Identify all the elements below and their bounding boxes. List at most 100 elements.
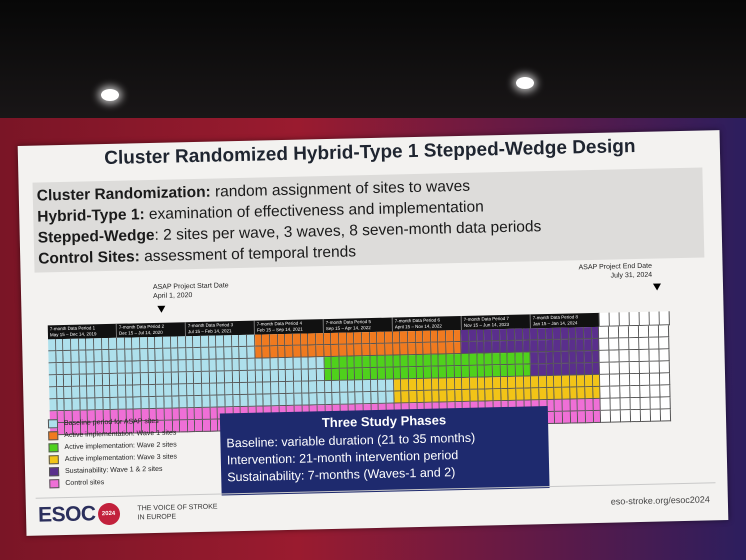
grid-cell — [640, 397, 651, 410]
grid-cell — [619, 362, 631, 375]
grid-cell — [610, 386, 621, 399]
grid-cell — [660, 385, 671, 398]
grid-cell — [630, 373, 641, 387]
grid-cell — [639, 337, 650, 350]
grid-cell — [619, 350, 630, 363]
grid-cell — [659, 349, 670, 362]
grid-cell — [599, 312, 610, 327]
legend-swatch — [48, 442, 59, 452]
grid-cell — [599, 362, 611, 375]
grid-cell — [610, 374, 621, 387]
grid-cell — [600, 386, 611, 399]
conference-url: eso-stroke.org/esoc2024 — [610, 494, 710, 507]
study-phases-box: Three Study Phases Baseline: variable du… — [219, 406, 550, 496]
grid-cell — [638, 325, 650, 338]
grid-cell — [599, 338, 610, 351]
grid-cell — [629, 325, 640, 339]
legend-label: Active implementation: Wave 1 sites — [64, 428, 177, 439]
grid-cell — [640, 409, 652, 422]
grid-cell — [601, 410, 612, 423]
legend-swatch — [48, 466, 60, 476]
grid-cell — [620, 374, 631, 387]
grid-cell — [659, 311, 670, 326]
ceiling-light — [101, 89, 119, 101]
tagline-line: THE VOICE OF STROKE — [137, 503, 218, 513]
grid-cell — [599, 350, 610, 363]
grid-cell — [630, 409, 642, 423]
tagline-line: IN EUROPE — [137, 513, 177, 522]
definition-term: Cluster Randomization: — [36, 183, 211, 205]
grid-cell — [650, 409, 662, 422]
grid-cell — [639, 361, 651, 374]
grid-cell — [609, 312, 620, 327]
grid-cell — [650, 373, 661, 386]
grid-cell — [629, 361, 641, 375]
grid-cell — [599, 326, 610, 339]
grid-cell — [659, 361, 670, 374]
grid-cell — [620, 398, 631, 411]
grid-cell — [629, 311, 640, 327]
esoc-wordmark: ESOC — [37, 502, 96, 527]
grid-cell — [609, 326, 620, 339]
grid-cell — [609, 338, 620, 351]
start-marker-date: April 1, 2020 — [153, 292, 193, 300]
start-marker-label: ASAP Project Start Date April 1, 2020 — [153, 281, 229, 301]
grid-cell — [648, 325, 660, 338]
grid-cell — [659, 337, 670, 350]
grid-cell — [600, 398, 612, 411]
grid-cell — [650, 397, 661, 410]
grid-cell — [659, 373, 671, 386]
grid-cell — [629, 349, 640, 363]
grid-cell — [640, 373, 651, 386]
grid-cell — [611, 410, 622, 423]
grid-cell — [649, 361, 660, 374]
legend-label: Sustainability: Wave 1 & 2 sites — [64, 465, 163, 475]
grid-cell — [650, 385, 661, 398]
grid-cell — [630, 385, 641, 399]
grid-cell — [658, 325, 670, 338]
ceiling — [0, 0, 746, 125]
grid-cell — [619, 312, 630, 327]
start-marker-arrow — [157, 305, 166, 313]
grid-cell — [630, 397, 641, 411]
legend-label: Active implementation: Wave 2 sites — [64, 440, 177, 451]
end-marker-label: ASAP Project End Date July 31, 2024 — [578, 262, 652, 282]
grid-cell — [660, 409, 672, 422]
definition-term: Hybrid-Type 1: — [37, 206, 145, 226]
definition-term: Control Sites: — [38, 248, 141, 268]
end-marker-arrow — [652, 283, 662, 291]
year-badge: 2024 — [97, 502, 120, 526]
esoc-logo: ESOC 2024 THE VOICE OF STROKE IN EUROPE — [38, 500, 218, 528]
grid-cell — [610, 398, 621, 411]
legend-label: Control sites — [65, 478, 105, 487]
definition-text: assessment of temporal trends — [139, 243, 357, 266]
grid-cell — [639, 349, 650, 362]
end-marker-date: July 31, 2024 — [610, 271, 653, 280]
grid-cell — [600, 374, 611, 387]
legend: Baseline period for ASAP sites Active imp… — [47, 414, 178, 489]
grid-cell — [620, 386, 631, 399]
definitions-box: Cluster Randomization: random assignment… — [32, 167, 705, 273]
grid-cell — [609, 362, 621, 375]
grid-cell — [620, 410, 632, 423]
legend-swatch — [48, 430, 59, 440]
ceiling-light — [516, 77, 534, 89]
legend-swatch — [49, 478, 60, 488]
presentation-slide: Cluster Randomized Hybrid-Type 1 Stepped… — [17, 130, 729, 536]
grid-cell — [639, 311, 650, 326]
legend-item: Control sites — [49, 474, 177, 489]
grid-cell — [619, 326, 630, 339]
grid-cell — [629, 337, 640, 351]
legend-swatch — [47, 418, 59, 428]
legend-swatch — [48, 454, 59, 464]
grid-cell — [649, 311, 660, 326]
grid-cell — [649, 349, 660, 362]
legend-label: Active implementation: Wave 3 sites — [64, 452, 178, 463]
grid-cell — [649, 337, 660, 350]
grid-cell — [640, 385, 651, 398]
legend-label: Baseline period for ASAP sites — [63, 417, 159, 427]
grid-cell — [619, 338, 630, 351]
tagline: THE VOICE OF STROKE IN EUROPE — [137, 503, 218, 523]
grid-cell — [660, 397, 671, 410]
grid-cell — [609, 350, 620, 363]
